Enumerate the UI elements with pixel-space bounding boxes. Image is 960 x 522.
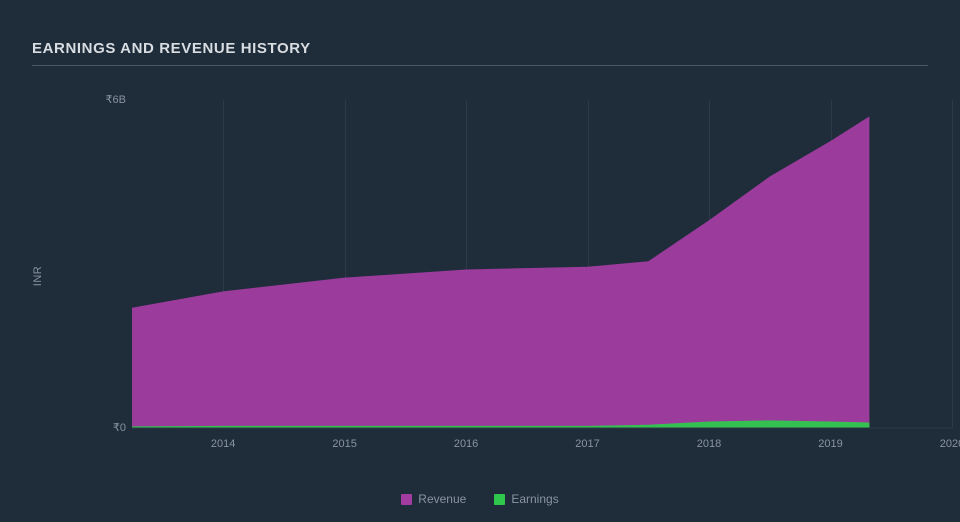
legend: Revenue Earnings [0,492,960,506]
x-tick-label: 2020 [940,438,960,450]
x-tick-label: 2014 [211,438,235,450]
legend-label-revenue: Revenue [418,492,466,506]
x-tick-label: 2017 [575,438,599,450]
chart-title-block: EARNINGS AND REVENUE HISTORY [32,40,928,66]
legend-swatch-earnings [494,494,505,505]
x-tick-label: 2015 [332,438,356,450]
legend-swatch-revenue [401,494,412,505]
plot-area: INR ₹0₹6B 2014201520162017201820192020 [32,76,928,476]
legend-item-revenue: Revenue [401,492,466,506]
x-tick-label: 2019 [818,438,842,450]
x-tick-label: 2018 [697,438,721,450]
legend-item-earnings: Earnings [494,492,558,506]
area-chart-svg [32,76,960,438]
chart-title: EARNINGS AND REVENUE HISTORY [32,40,928,57]
chart-card: EARNINGS AND REVENUE HISTORY INR ₹0₹6B 2… [0,0,960,522]
legend-label-earnings: Earnings [511,492,558,506]
x-tick-label: 2016 [454,438,478,450]
area-series-revenue [132,116,869,428]
title-divider [32,65,928,66]
